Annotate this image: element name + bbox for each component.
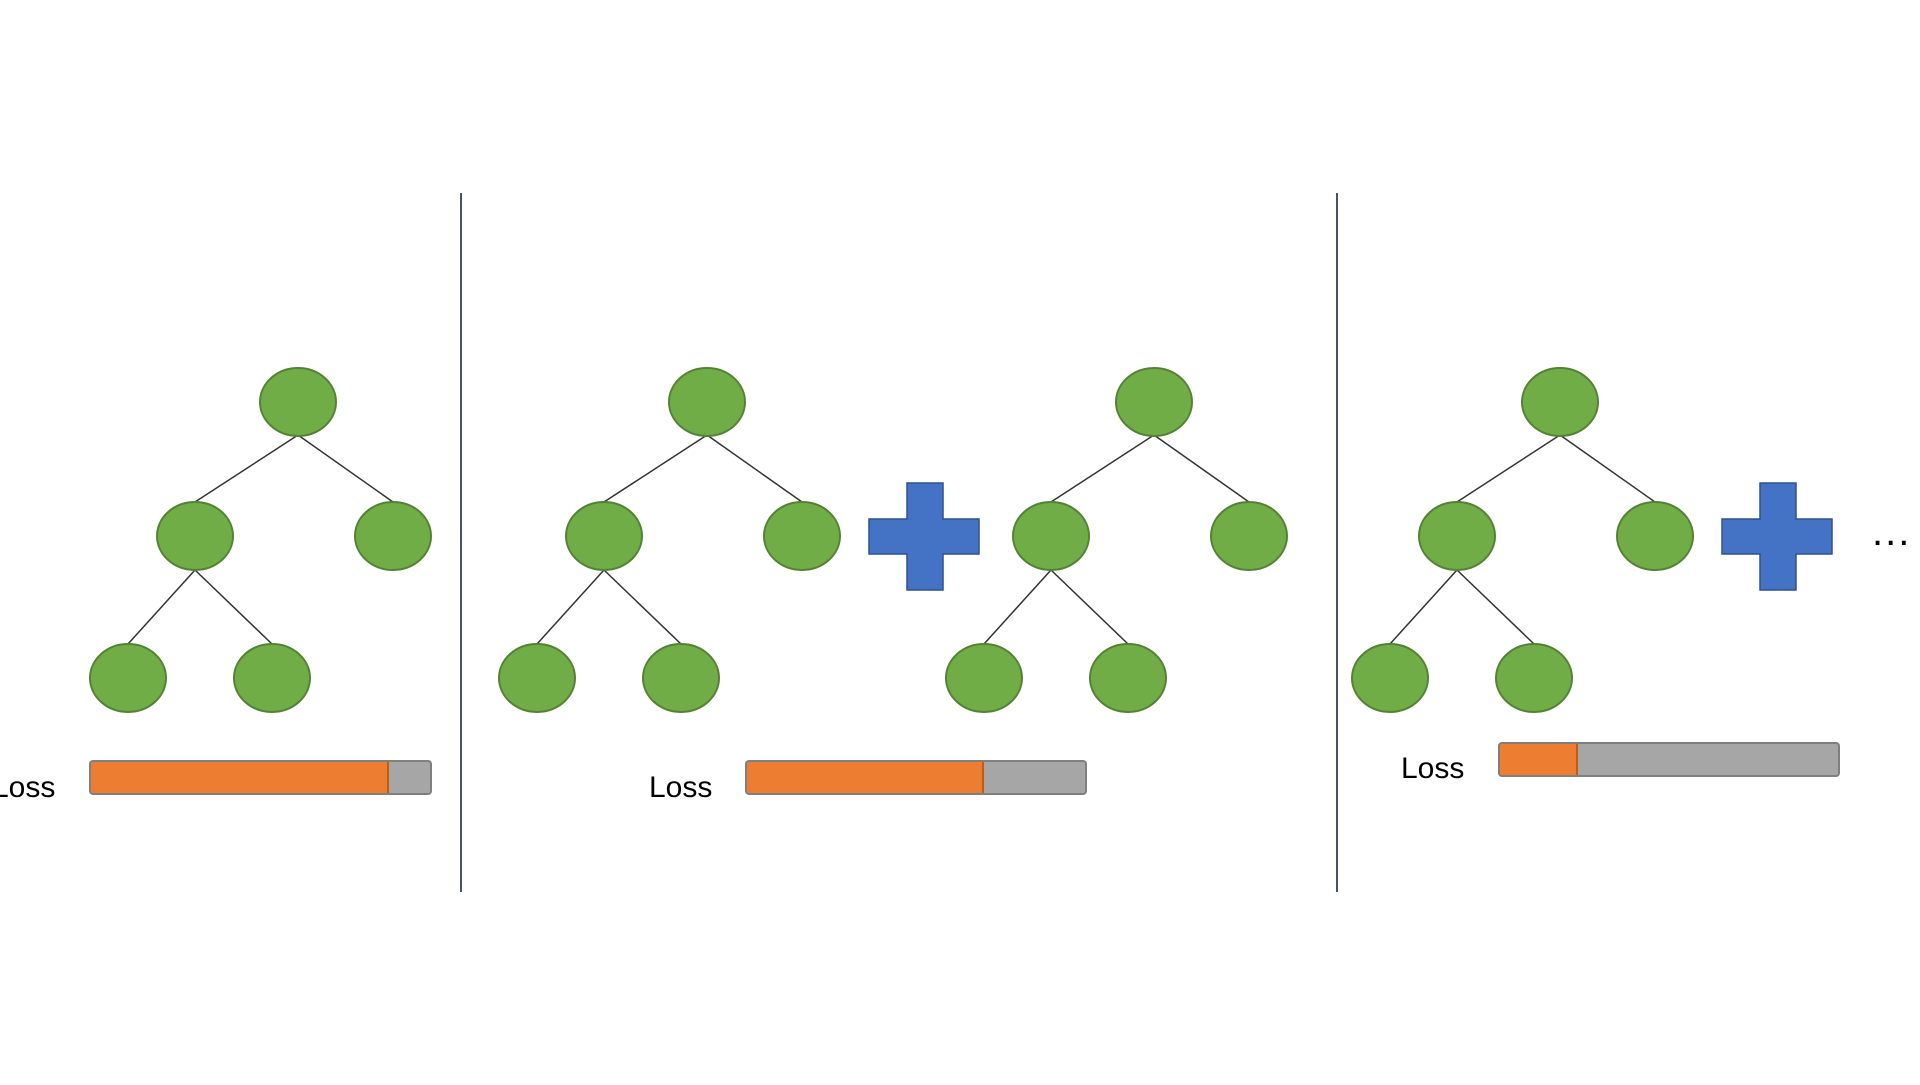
- tree-root-node: [668, 367, 746, 437]
- panel-1-tree: [89, 367, 432, 713]
- tree-leaf-node: [1210, 501, 1288, 571]
- tree-edge: [194, 569, 273, 645]
- plus-icon: [1721, 482, 1833, 591]
- panel-2-tree-2: [945, 367, 1288, 713]
- tree-leaf-node: [1616, 501, 1694, 571]
- tree-edge: [1559, 434, 1656, 503]
- tree-edge: [1456, 569, 1535, 645]
- loss-bar-fill: [747, 762, 984, 793]
- tree-leaf-node: [89, 643, 167, 713]
- tree-edge: [127, 569, 196, 645]
- tree-edge: [1153, 434, 1250, 503]
- tree-internal-node: [1418, 501, 1496, 571]
- loss-bar: [1498, 742, 1840, 777]
- tree-edge: [297, 434, 394, 503]
- tree-root-node: [1521, 367, 1599, 437]
- loss-bar-fill: [1500, 744, 1578, 775]
- loss-bar: [745, 760, 1087, 795]
- loss-bar-fill: [91, 762, 390, 793]
- tree-internal-node: [565, 501, 643, 571]
- tree-edge: [1389, 569, 1458, 645]
- tree-root-node: [1115, 367, 1193, 437]
- tree-edge: [603, 569, 682, 645]
- tree-leaf-node: [498, 643, 576, 713]
- tree-leaf-node: [1089, 643, 1167, 713]
- tree-leaf-node: [1351, 643, 1429, 713]
- tree-internal-node: [156, 501, 234, 571]
- continuation-ellipsis: ...: [1872, 510, 1912, 554]
- tree-edge: [536, 569, 605, 645]
- tree-edge: [194, 434, 299, 503]
- loss-label: Loss: [649, 771, 713, 804]
- tree-leaf-node: [763, 501, 841, 571]
- tree-edge: [983, 569, 1052, 645]
- tree-leaf-node: [945, 643, 1023, 713]
- tree-leaf-node: [642, 643, 720, 713]
- tree-internal-node: [1012, 501, 1090, 571]
- tree-leaf-node: [1495, 643, 1573, 713]
- plus-icon: [868, 482, 980, 591]
- loss-label: Loss: [0, 771, 56, 804]
- loss-bar: [89, 760, 432, 795]
- panel-3-tree: [1351, 367, 1694, 713]
- tree-edge: [1050, 569, 1129, 645]
- tree-root-node: [259, 367, 337, 437]
- tree-edge: [603, 434, 708, 503]
- tree-edge: [1050, 434, 1155, 503]
- loss-label: Loss: [1401, 752, 1465, 785]
- tree-edge: [1456, 434, 1561, 503]
- tree-leaf-node: [354, 501, 432, 571]
- panel-2-tree-1: [498, 367, 841, 713]
- tree-leaf-node: [233, 643, 311, 713]
- tree-edge: [706, 434, 803, 503]
